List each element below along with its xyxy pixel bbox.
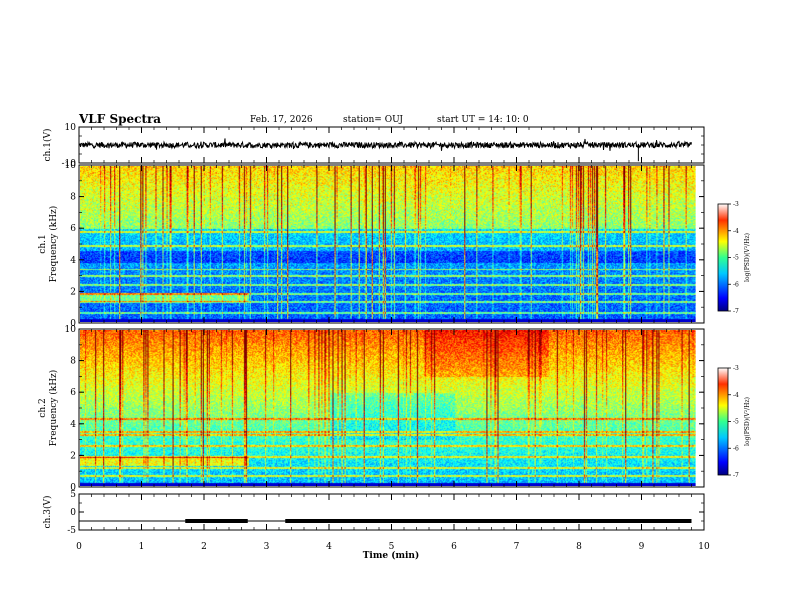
ch2-colorbar-label: log(PSD)(V²/Hz) (744, 397, 751, 446)
colorbar-tick-label: -3 (733, 201, 739, 208)
spec2-ytick-label: 10 (65, 325, 77, 335)
ch1-spectrogram-freq-label: Frequency (kHz) (48, 206, 59, 283)
x-tick-label: 6 (451, 542, 457, 552)
spec2-ytick-label: 8 (70, 357, 76, 367)
colorbar-tick-label: -6 (733, 281, 739, 288)
x-tick-label: 0 (76, 542, 82, 552)
spec2-ytick-label: 4 (70, 420, 76, 430)
x-tick-label: 5 (389, 542, 395, 552)
ch3-ytick-label: 0 (70, 508, 76, 518)
start-time-label: start UT = 14: 10: 0 (437, 115, 529, 125)
ch3-thick-segment (185, 519, 248, 523)
spec1-ytick-label: 2 (70, 287, 76, 297)
ch3-ytick-label: 5 (70, 490, 76, 500)
spec1-ytick-label: 6 (70, 224, 76, 234)
ch2-colorbar-gradient (717, 367, 729, 476)
ch2-spectrogram-channel-label: ch.2 (38, 398, 48, 417)
ch1-spectrogram-image (80, 166, 696, 322)
time-axis-label: Time (min) (363, 550, 420, 561)
ch3-ylabel: ch.3(V) (42, 496, 53, 529)
colorbar-tick-label: -4 (733, 228, 739, 235)
ch1-colorbar-gradient (717, 203, 729, 312)
ch1-ytick-label: -10 (62, 159, 77, 169)
ch1-spectrogram-channel-label: ch.1 (38, 234, 48, 253)
ch2-colorbar: -7 -6 -5 -4 -3 log(PSD)(V²/Hz) (717, 365, 751, 479)
ch2-spectrogram-image (80, 330, 696, 486)
colorbar-tick-label: -6 (733, 445, 739, 452)
plot-title: VLF Spectra (79, 112, 162, 126)
ch1-spectrogram-panel: 0 2 4 6 8 10 ch.1 Frequency (kHz) (38, 161, 705, 329)
colorbar-tick-label: -5 (733, 419, 739, 426)
date-label: Feb. 17, 2026 (250, 115, 313, 125)
x-tick-label: 9 (639, 542, 645, 552)
ch3-ytick-label: -5 (67, 526, 76, 536)
x-tick-label: 3 (264, 542, 270, 552)
ch1-ytick-label: 10 (65, 123, 77, 133)
time-axis: 0 1 2 3 4 5 6 7 8 9 10 (76, 127, 710, 552)
ch3-thick-segment (285, 519, 692, 523)
colorbar-tick-label: -5 (733, 255, 739, 262)
colorbar-tick-label: -7 (733, 308, 739, 315)
ch2-spectrogram-panel: 0 2 4 6 8 10 ch.2 Frequency (kHz) (38, 325, 705, 493)
spec1-ytick-label: 4 (70, 256, 76, 266)
x-tick-label: 8 (576, 542, 582, 552)
spec1-ytick-label: 8 (70, 193, 76, 203)
ch2-spectrogram-freq-label: Frequency (kHz) (48, 370, 59, 447)
station-label: station= OUJ (343, 115, 404, 125)
ch1-trace (78, 138, 692, 151)
colorbar-tick-label: -4 (733, 392, 739, 399)
ch1-colorbar: -7 -6 -5 -4 -3 log(PSD)(V²/Hz) (717, 201, 751, 315)
colorbar-tick-label: -3 (733, 365, 739, 372)
colorbar-tick-label: -7 (733, 472, 739, 479)
x-tick-label: 7 (514, 542, 520, 552)
spec2-ytick-label: 6 (70, 388, 76, 398)
x-tick-label: 4 (326, 542, 332, 552)
x-tick-label: 10 (698, 542, 710, 552)
x-tick-label: 1 (139, 542, 145, 552)
spec1-ytick-label: 10 (65, 161, 77, 171)
ch1-colorbar-label: log(PSD)(V²/Hz) (744, 233, 751, 282)
spec1-ytick-label: 0 (70, 319, 76, 329)
spec2-ytick-label: 2 (70, 451, 76, 461)
spec2-ytick-label: 0 (70, 483, 76, 493)
ch1-ylabel: ch.1(V) (42, 129, 53, 162)
x-tick-label: 2 (201, 542, 207, 552)
